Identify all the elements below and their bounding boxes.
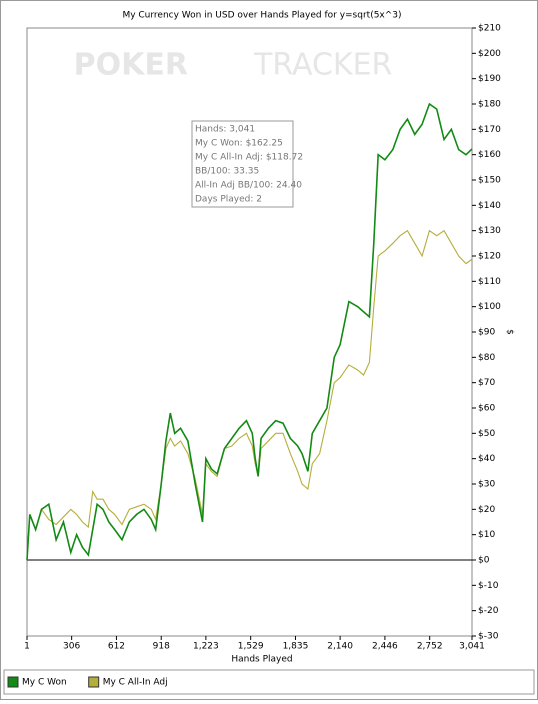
y-tick-label: $180 — [478, 100, 501, 110]
x-tick-label: 3,041 — [459, 642, 485, 652]
x-tick-label: 1 — [24, 642, 30, 652]
legend — [3, 669, 535, 695]
y-tick-label: $190 — [478, 74, 501, 84]
tooltip — [191, 120, 294, 208]
legend-label: My C Won — [22, 678, 67, 688]
x-tick-label: 1,529 — [238, 642, 264, 652]
y-tick-label: $110 — [478, 277, 501, 287]
y-tick-label: $70 — [478, 378, 495, 388]
y-tick-label: $130 — [478, 226, 501, 236]
x-tick-label: 306 — [63, 642, 80, 652]
series-line — [26, 229, 473, 561]
legend-swatch — [7, 676, 19, 688]
y-tick-label: $120 — [478, 252, 501, 262]
tooltip-text: Hands: 3,041 My C Won: $162.25 My C All-In… — [195, 125, 303, 205]
y-tick-label: $40 — [478, 454, 495, 464]
x-tick-label: 2,752 — [417, 642, 443, 652]
y-tick-label: $80 — [478, 353, 495, 363]
tooltip-line: Days Played: 2 — [195, 195, 262, 205]
y-tick-label: $100 — [478, 302, 501, 312]
chart-title: My Currency Won in USD over Hands Played… — [122, 11, 401, 21]
y-tick-label: $10 — [478, 530, 495, 540]
plot-area — [26, 27, 473, 637]
y-tick-label: $50 — [478, 429, 495, 439]
tooltip-line: My C All-In Adj: $118.72 — [195, 153, 303, 163]
x-tick-label: 2,446 — [372, 642, 398, 652]
y-tick-label: $-20 — [478, 606, 499, 616]
tooltip-line: BB/100: 33.35 — [195, 167, 259, 177]
watermark: TRACKER — [253, 48, 392, 83]
y-tick-label: $150 — [478, 176, 501, 186]
y-tick-label: $90 — [478, 328, 495, 338]
x-tick-label: 2,140 — [327, 642, 353, 652]
series-line — [26, 102, 473, 561]
y-axis-label: $ — [505, 329, 515, 335]
y-tick-label: $-30 — [478, 632, 499, 642]
y-tick-label: $30 — [478, 480, 495, 490]
x-tick-label: 612 — [108, 642, 125, 652]
x-tick-label: 918 — [153, 642, 170, 652]
y-tick-label: $0 — [478, 556, 490, 566]
legend-swatch — [88, 676, 100, 688]
y-tick-label: $170 — [478, 125, 501, 135]
legend-items: My C Won My C All-In Adj — [7, 676, 168, 688]
y-tick-label: $60 — [478, 404, 495, 414]
tooltip-line: All-In Adj BB/100: 24.40 — [195, 181, 302, 191]
tooltip-line: My C Won: $162.25 — [195, 139, 283, 149]
x-tick-label: 1,223 — [193, 642, 219, 652]
y-tick-label: $140 — [478, 201, 501, 211]
y-tick-label: $160 — [478, 150, 501, 160]
legend-label: My C All-In Adj — [103, 678, 168, 688]
x-tick-label: 1,835 — [283, 642, 309, 652]
y-tick-label: $210 — [478, 24, 501, 34]
tooltip-line: Hands: 3,041 — [195, 125, 255, 135]
x-axis-label: Hands Played — [231, 655, 292, 665]
y-tick-label: $20 — [478, 505, 495, 515]
watermark: POKER — [74, 48, 188, 83]
y-tick-label: $-10 — [478, 581, 499, 591]
y-tick-label: $200 — [478, 49, 501, 59]
